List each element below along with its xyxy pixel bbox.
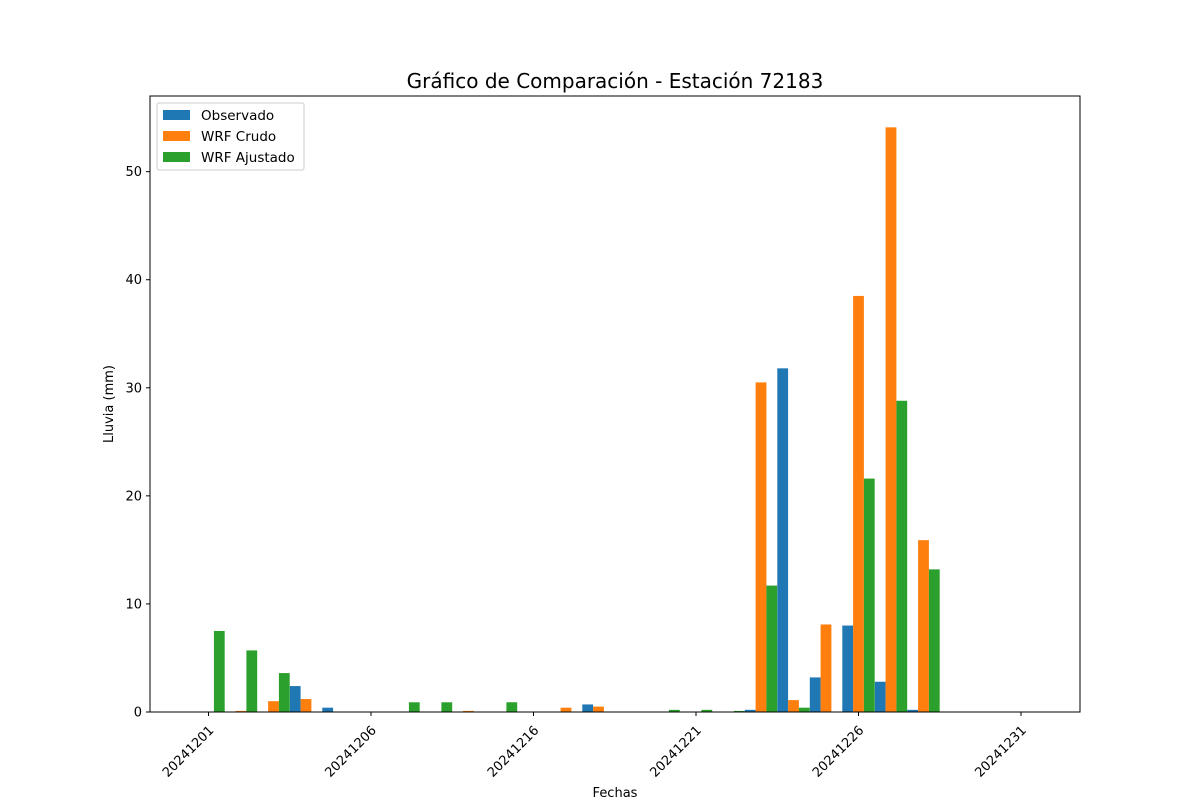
- y-axis: 0 10 20 30 40 50: [125, 165, 150, 721]
- y-tick-label: 30: [125, 381, 142, 396]
- bar-wrf-ajustado-20241226: [798, 707, 810, 712]
- chart-title: Gráfico de Comparación - Estación 72183: [407, 69, 824, 93]
- bar-observado-20241229: [874, 681, 886, 712]
- x-axis: 20241201 20241206 20241216 20241221 20241226…: [160, 712, 1030, 781]
- x-axis-label: Fechas: [593, 786, 638, 800]
- bar-wrf-ajustado-20241213: [441, 702, 453, 712]
- bar-wrf-crudo-20241202: [235, 710, 247, 712]
- x-tick-label: 20241226: [810, 723, 867, 780]
- bar-wrf-crudo-20241205: [300, 699, 312, 712]
- bar-wrf-ajustado-20241203: [278, 673, 290, 712]
- y-tick-label: 10: [125, 597, 142, 612]
- bar-wrf-crudo-20241215: [463, 710, 474, 712]
- legend-label-wrf-crudo: WRF Crudo: [201, 129, 276, 145]
- bar-wrf-ajustado-20241210: [408, 702, 420, 712]
- y-tick-label: 50: [125, 165, 142, 180]
- bar-wrf-ajustado-20241201: [213, 630, 225, 712]
- legend-label-wrf-ajustado: WRF Ajustado: [201, 150, 295, 166]
- bars-layer: [213, 127, 940, 713]
- legend-box: [156, 102, 305, 171]
- legend-swatch-observado: [163, 110, 190, 120]
- bar-wrf-ajustado-20241223: [701, 709, 713, 712]
- bar-wrf-ajustado-20241230: [928, 569, 940, 712]
- x-tick-label: 20241216: [485, 723, 542, 780]
- bar-wrf-crudo-20241227: [820, 624, 832, 712]
- y-tick-label: 20: [125, 489, 142, 504]
- bar-observado-20241205: [289, 686, 301, 712]
- legend-label-observado: Observado: [201, 108, 274, 124]
- plot-frame: [149, 95, 1081, 713]
- bar-wrf-crudo-20241225: [755, 382, 767, 712]
- legend-swatch-wrf-ajustado: [163, 152, 190, 162]
- bar-wrf-crudo-20241219: [560, 707, 572, 712]
- bar-observado-20241227: [809, 677, 821, 712]
- bar-wrf-ajustado-20241229: [896, 400, 908, 712]
- bar-observado-20241220: [582, 704, 594, 712]
- bar-wrf-crudo-20241229: [885, 127, 897, 713]
- x-tick-label: 20241201: [160, 723, 217, 780]
- bar-wrf-ajustado-20241216: [506, 702, 518, 712]
- x-tick-label: 20241231: [972, 723, 1029, 780]
- bar-wrf-ajustado-20241228: [863, 478, 875, 712]
- bar-wrf-ajustado-20241222: [668, 709, 680, 712]
- bar-observado-20241225: [744, 709, 756, 712]
- bar-wrf-ajustado-20241224: [733, 710, 745, 712]
- bar-observado-20241206: [322, 707, 334, 712]
- bar-observado-20241226: [777, 368, 789, 712]
- legend: Observado WRF Crudo WRF Ajustado: [156, 102, 305, 171]
- legend-swatch-wrf-crudo: [163, 131, 190, 141]
- bar-observado-20241228: [842, 625, 854, 712]
- bar-wrf-crudo-20241226: [788, 700, 799, 712]
- y-axis-label: Lluvia (mm): [102, 365, 117, 443]
- bar-wrf-crudo-20241220: [593, 706, 604, 712]
- y-tick-label: 40: [125, 273, 142, 288]
- bar-wrf-crudo-20241230: [918, 540, 929, 712]
- y-tick-label: 0: [134, 706, 142, 721]
- bar-observado-20241230: [907, 709, 919, 712]
- bar-wrf-ajustado-20241225: [766, 585, 778, 712]
- bar-wrf-crudo-20241228: [853, 295, 864, 712]
- bar-wrf-crudo-20241203: [268, 701, 279, 712]
- x-tick-label: 20241206: [322, 723, 379, 780]
- bar-wrf-ajustado-20241202: [246, 650, 258, 712]
- x-tick-label: 20241221: [647, 723, 704, 780]
